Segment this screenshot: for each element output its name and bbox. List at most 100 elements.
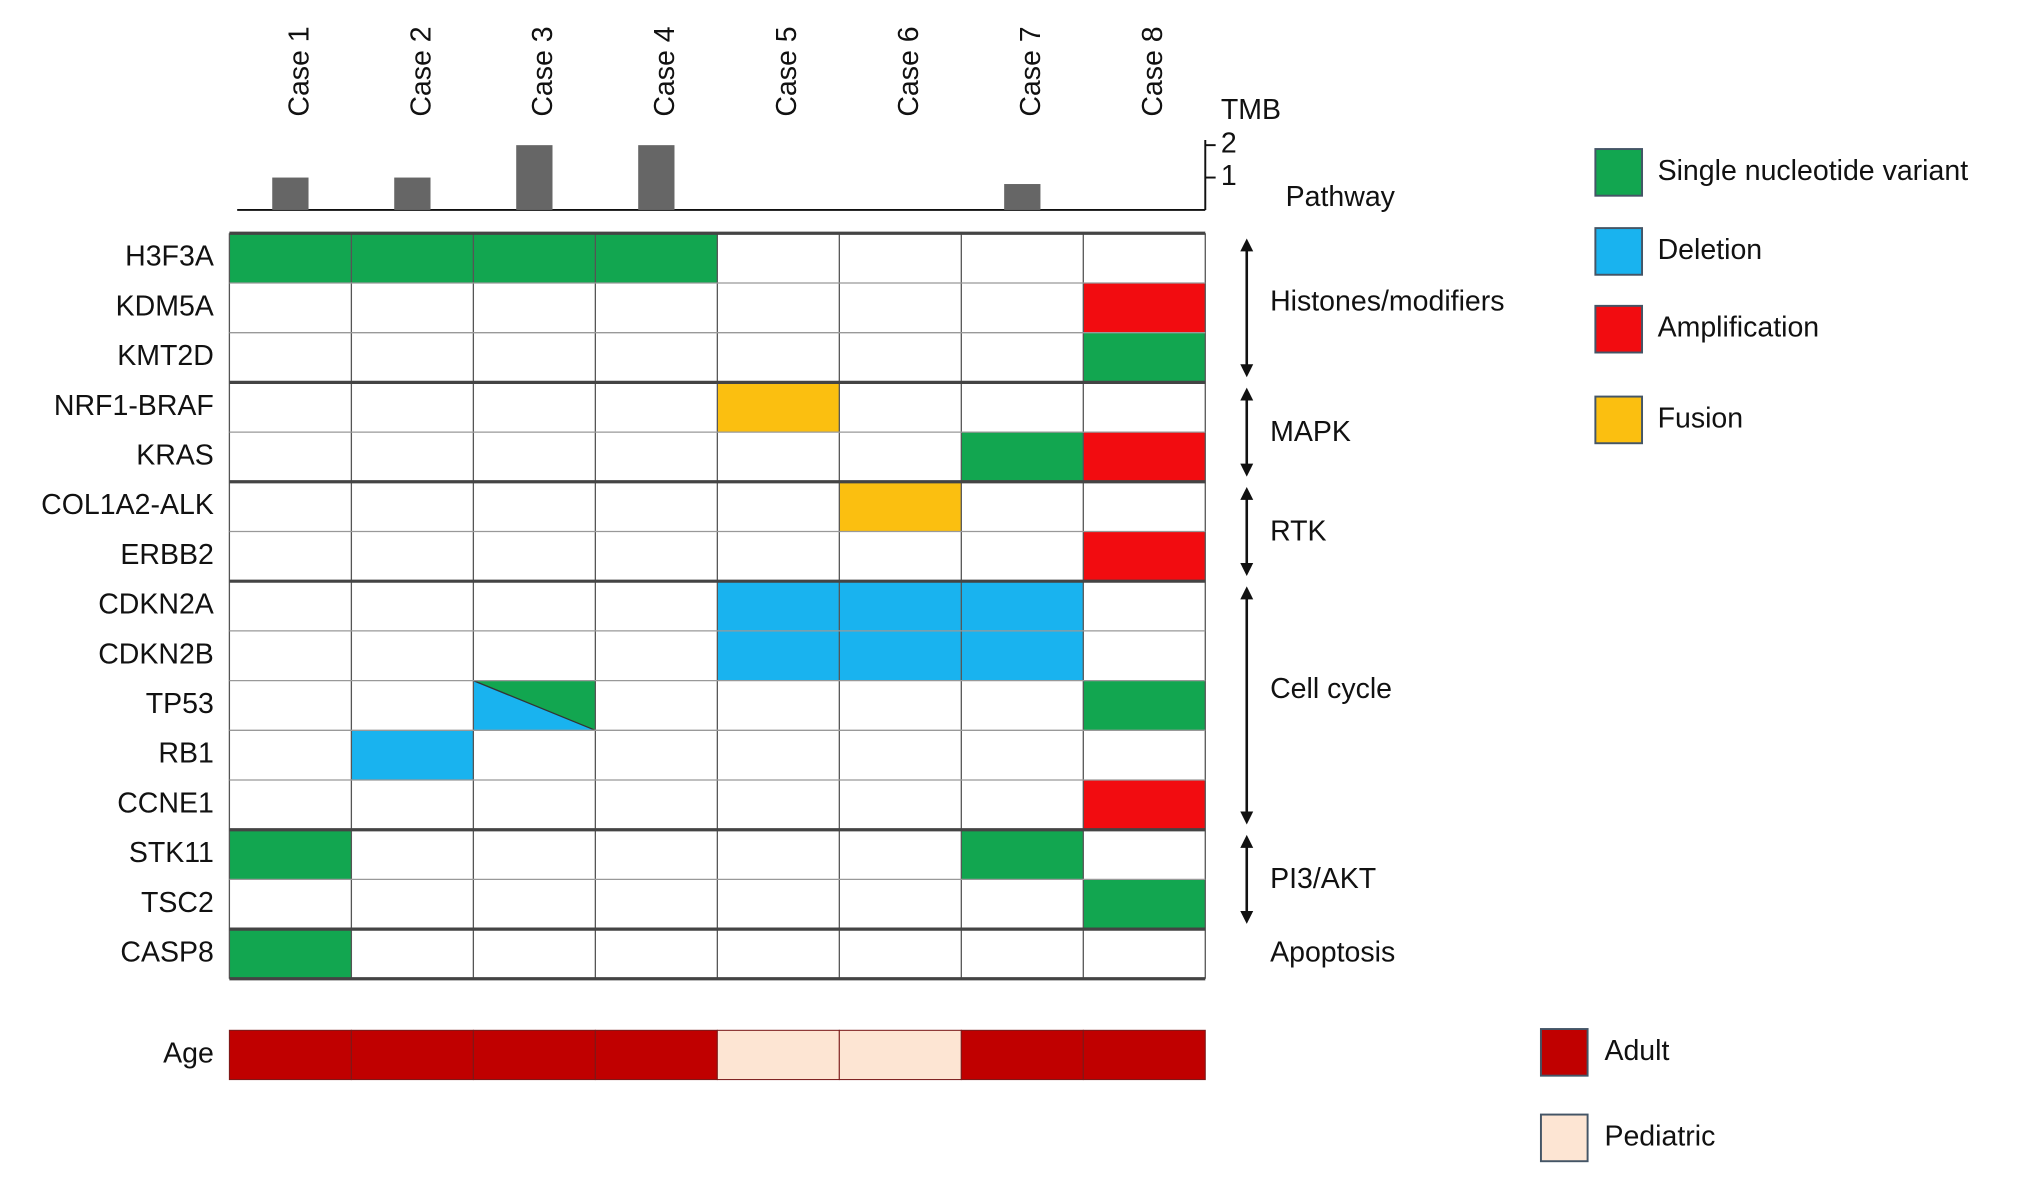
cell [595,730,718,780]
cell [1083,829,1206,880]
tmb-bar [394,177,431,210]
age-cell [350,1029,474,1081]
cell [229,581,352,631]
arrow-head [1240,811,1254,825]
cell [595,779,718,830]
age-label: Age [163,1037,214,1069]
age-cell [472,1029,596,1081]
cell [473,829,596,880]
legend-swatch [1594,395,1644,445]
cell [1083,630,1206,681]
cell [595,233,718,283]
cell [1083,233,1206,283]
cell [229,531,352,582]
arrow-head [1240,486,1254,500]
cell [595,432,718,482]
age-legend-swatch [1539,1113,1589,1163]
cell [473,481,596,532]
cell [595,929,718,979]
gene-label: CASP8 [120,936,213,968]
age-legend-label: Pediatric [1604,1120,1715,1152]
cell [595,332,718,383]
gene-label: CDKN2A [98,589,214,621]
cell [839,531,962,582]
cell [961,531,1084,582]
cell [351,233,474,283]
cell [229,929,352,979]
cell [717,680,840,731]
gene-label: KDM5A [116,290,214,322]
age-legend-swatch [1539,1028,1589,1077]
cell [839,481,962,532]
gene-label: KMT2D [117,340,214,372]
cell [351,332,474,383]
age-cell [716,1029,840,1081]
pathway-label: PI3/AKT [1270,863,1376,895]
cell [839,630,962,681]
cell [1083,382,1206,433]
cell [473,432,596,482]
cell [351,680,474,731]
gene-label: ERBB2 [120,539,213,571]
cell [351,730,474,780]
cell [229,233,352,283]
cell [351,531,474,582]
cell [961,481,1084,532]
cell [229,730,352,780]
cell [1083,581,1206,631]
cell [961,879,1084,930]
gene-label: TP53 [146,688,214,720]
cell [961,382,1084,433]
legend-swatch [1594,148,1644,197]
cell [961,779,1084,830]
case-label: Case 1 [283,26,315,116]
cell [473,332,596,383]
cell [961,282,1084,333]
pathway-label: MAPK [1270,416,1351,448]
cell [473,531,596,582]
cell [595,581,718,631]
cell [351,829,474,880]
cell [1083,481,1206,532]
arrow-head [1240,834,1254,848]
age-cell [1082,1029,1206,1081]
gene-label: CCNE1 [117,787,214,819]
cell [229,332,352,383]
tmb-bar [272,177,309,210]
case-label: Case 7 [1015,26,1047,116]
cell [839,382,962,433]
gene-label: NRF1-BRAF [54,390,214,422]
cell [351,481,474,532]
cell [595,829,718,880]
gene-label: RB1 [158,738,213,770]
cell [229,779,352,830]
case-label: Case 4 [649,26,681,116]
cell [473,282,596,333]
cell [839,779,962,830]
arrow-head [1240,586,1254,600]
cell [839,581,962,631]
age-cell [594,1029,718,1081]
cell [839,233,962,283]
arrow-head [1240,910,1254,924]
cell [1083,432,1206,482]
cell [229,432,352,482]
tmb-tick-label: 2 [1221,128,1237,160]
cell [1083,332,1206,383]
case-label: Case 8 [1137,26,1169,116]
cell [595,879,718,930]
gene-label: COL1A2-ALK [41,489,214,521]
cell [351,879,474,930]
tmb-tick-label: 1 [1221,160,1237,192]
cell [351,382,474,433]
case-label: Case 5 [771,26,803,116]
cell [595,680,718,731]
cell [839,829,962,880]
arrow-head [1240,563,1254,577]
cell [1083,282,1206,333]
cell [839,282,962,333]
cell [839,680,962,731]
legend-label: Single nucleotide variant [1658,155,1969,187]
arrow-head [1240,387,1254,401]
cell [717,929,840,979]
